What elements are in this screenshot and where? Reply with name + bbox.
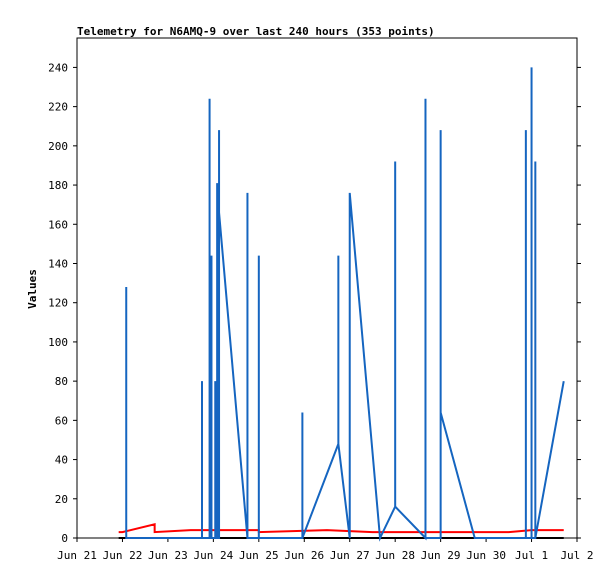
y-axis-label: Values xyxy=(26,269,39,309)
chart-title: Telemetry for N6AMQ-9 over last 240 hour… xyxy=(77,25,435,38)
plot-frame xyxy=(76,37,578,539)
x-tick-label: Jun 24 xyxy=(193,549,233,562)
y-tick-label: 80 xyxy=(55,375,68,388)
x-tick-label: Jun 22 xyxy=(103,549,143,562)
series-line-3 xyxy=(125,67,565,542)
x-tick-label: Jun 26 xyxy=(284,549,324,562)
y-tick-label: 20 xyxy=(55,493,68,506)
y-tick-label: 160 xyxy=(48,218,68,231)
x-tick-label: Jun 23 xyxy=(148,549,188,562)
y-tick-label: 140 xyxy=(48,257,68,270)
y-tick-label: 180 xyxy=(48,179,68,192)
series-line-2 xyxy=(118,522,564,534)
x-tick-label: Jul 1 xyxy=(515,549,548,562)
y-tick-label: 100 xyxy=(48,336,68,349)
x-tick-label: Jul 2 xyxy=(560,549,593,562)
x-tick-label: Jun 27 xyxy=(330,549,370,562)
y-tick-label: 40 xyxy=(55,454,68,467)
y-tick-label: 200 xyxy=(48,140,68,153)
y-tick-label: 220 xyxy=(48,101,68,114)
x-axis: Jun 21 Jun 22 Jun 23 Jun 24 Jun 25 Jun 26 Jun … xyxy=(57,538,594,562)
y-tick-label: 240 xyxy=(48,61,68,74)
x-tick-label: Jun 28 xyxy=(375,549,415,562)
x-tick-label: Jun 29 xyxy=(421,549,461,562)
y-tick-label: 60 xyxy=(55,414,68,427)
y-tick-label: 0 xyxy=(61,532,68,545)
x-tick-label: Jun 21 xyxy=(57,549,97,562)
y-axis: 0 20 40 60 80 100 120 140 160 180 200 220 240 xyxy=(48,61,581,545)
x-tick-label: Jun 25 xyxy=(239,549,279,562)
x-tick-label: Jun 30 xyxy=(466,549,506,562)
series-layer xyxy=(118,67,565,542)
y-tick-label: 120 xyxy=(48,297,68,310)
